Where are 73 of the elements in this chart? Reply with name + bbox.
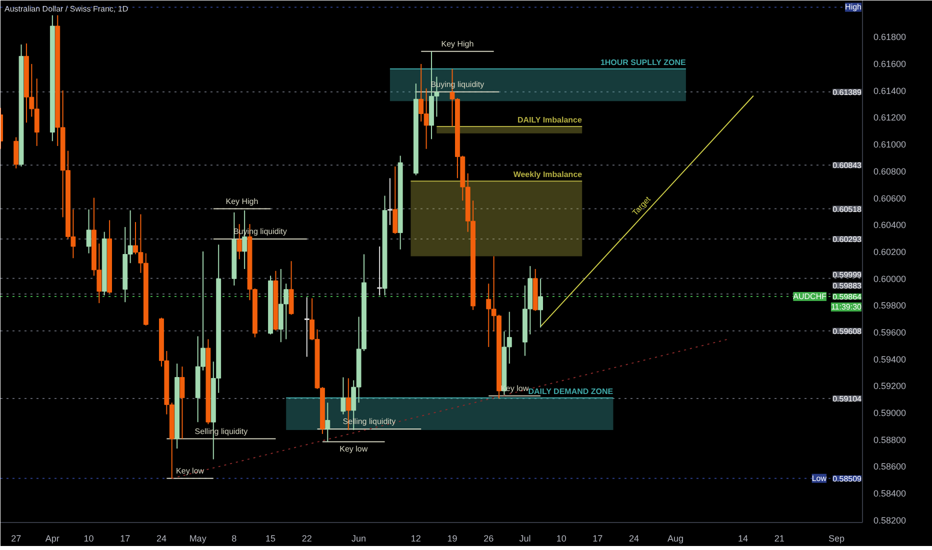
ref-line-label: 0.58509 — [832, 474, 862, 484]
x-tick-label: 10 — [84, 534, 94, 544]
y-tick-label: 0.58400 — [874, 488, 906, 498]
ref-line-label: 0.59608 — [832, 326, 862, 336]
candlestick — [538, 278, 544, 328]
ref-line-label: 0.59104 — [832, 394, 862, 404]
y-tick-label: 0.61200 — [874, 112, 906, 123]
candlestick — [377, 246, 382, 296]
x-tick-label: 14 — [738, 534, 748, 544]
x-tick-label: 8 — [232, 534, 237, 544]
ref-line-label: 0.60518 — [832, 204, 862, 214]
y-tick-label: 0.60800 — [874, 166, 906, 176]
y-tick-label: 0.61000 — [874, 140, 906, 150]
candlestick — [325, 402, 330, 442]
y-tick-label: 0.61400 — [874, 86, 906, 96]
series-label: Key low — [176, 466, 204, 476]
x-tick-label: 17 — [120, 534, 130, 544]
text: Australian Dollar / Swiss Franc, 1D — [4, 4, 128, 14]
x-tick-label: 24 — [156, 534, 166, 544]
series-label: DAILY DEMAND ZONE — [528, 386, 614, 396]
x-tick-label: 15 — [266, 534, 276, 544]
annotation: 11:39:30 — [830, 302, 862, 312]
annotation: Low — [812, 474, 827, 483]
series-label: Key low — [340, 444, 368, 454]
ref-line-label: 0.60843 — [832, 161, 862, 170]
candlestick — [180, 366, 185, 440]
candlestick — [388, 178, 392, 226]
ref-line-label: 0.60293 — [832, 234, 862, 244]
y-tick-label: 0.60400 — [874, 220, 906, 230]
x-tick-label: Aug — [668, 534, 684, 544]
ref-line-label: 0.59864 — [832, 292, 862, 302]
annotation: AUDCHF — [793, 292, 827, 302]
ref-line-label: 0.59883 — [832, 282, 862, 291]
x-tick-label: Jun — [352, 534, 366, 544]
series-label: Key High — [441, 39, 474, 48]
x-tick-label: 27 — [11, 534, 22, 544]
series-label: Key High — [226, 196, 258, 206]
x-tick-label: 17 — [592, 534, 603, 544]
y-tick-label: 0.59600 — [874, 327, 906, 338]
ref-line-label: 0.59999 — [832, 270, 862, 280]
x-tick-label: 24 — [629, 534, 640, 544]
candlestick — [340, 376, 346, 415]
y-tick-label: 0.58800 — [874, 434, 906, 445]
x-tick-label: 10 — [556, 534, 566, 544]
x-tick-label: 26 — [484, 534, 494, 544]
y-tick-label: 0.61600 — [874, 59, 906, 70]
y-tick-label: 0.59800 — [874, 300, 906, 311]
x-tick-label: 12 — [410, 534, 421, 544]
candlestick — [304, 296, 310, 358]
y-tick-label: 0.59400 — [874, 354, 906, 364]
ref-line-label: High — [845, 2, 862, 12]
y-tick-label: 0.59000 — [874, 408, 906, 418]
y-tick-label: 0.58200 — [874, 515, 906, 526]
y-tick-label: 0.60200 — [874, 246, 906, 257]
y-tick-label: 0.61800 — [874, 32, 906, 42]
x-tick-label: 21 — [774, 534, 784, 544]
candlestick — [392, 166, 398, 234]
series-label: DAILY Imbalance — [517, 116, 582, 125]
ref-line-label: 0.61389 — [832, 88, 862, 97]
x-tick-label: Apr — [45, 534, 60, 544]
y-tick-label: 0.58600 — [874, 462, 906, 472]
candlestick — [14, 136, 19, 169]
x-tick-label: Sep — [828, 534, 845, 544]
candlestick — [86, 208, 92, 254]
y-tick-label: 0.59200 — [874, 381, 906, 392]
x-tick-label: May — [189, 534, 207, 544]
series-label: Weekly Imbalance — [513, 170, 583, 180]
series-label: 1HOUR SUPLLY ZONE — [600, 58, 686, 67]
x-tick-label: 22 — [302, 534, 312, 544]
x-tick-label: Jul — [519, 534, 531, 544]
x-tick-label: 19 — [447, 534, 458, 544]
y-tick-label: 0.60600 — [874, 193, 906, 204]
y-tick-label: 0.60000 — [874, 274, 906, 284]
